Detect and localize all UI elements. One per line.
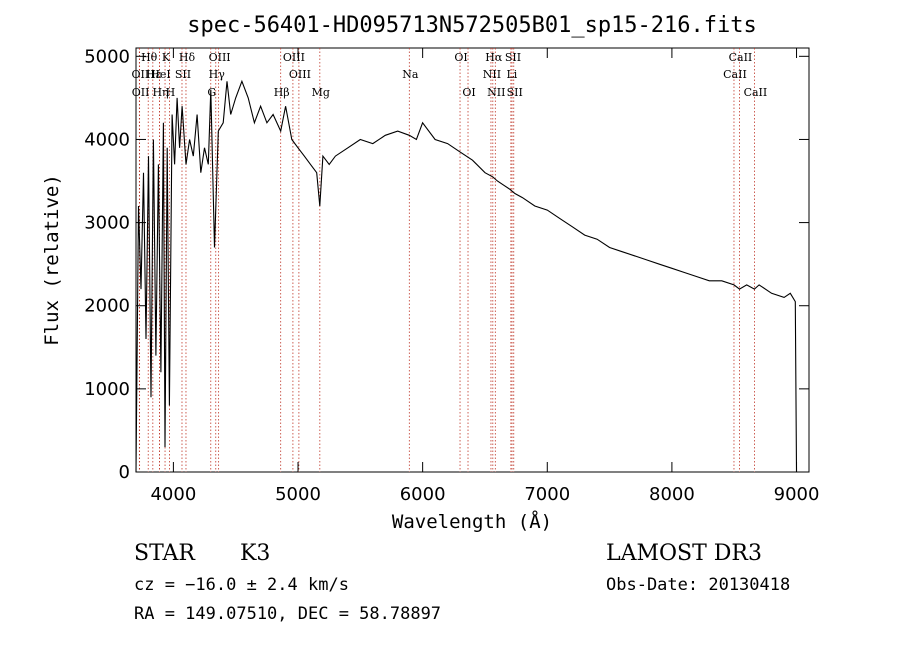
spectral-line-label: Hδ [179,51,196,64]
spectral-line-label: CaII [729,51,753,64]
observation-date: Obs-Date: 20130418 [606,575,790,595]
x-tick-label: 5000 [275,484,321,505]
x-tick-label: 7000 [524,484,570,505]
spectral-line-label: Hγ [209,68,226,81]
spectral-line-label: SII [507,86,523,99]
spectral-line-label: OII [132,86,150,99]
chart-title: spec-56401-HD095713N572505B01_sp15-216.f… [187,13,757,38]
x-tick-label: 9000 [774,484,820,505]
spectral-line-label: NII [487,86,505,99]
spectral-line-label: Na [402,68,419,81]
x-tick-label: 8000 [649,484,695,505]
spectral-line-label: OI [454,51,467,64]
spectral-line-label: CaII [744,86,768,99]
spectral-line-label: Li [506,68,517,81]
y-tick-label: 1000 [84,379,130,400]
spectral-line-label: OIII [283,51,305,64]
x-axis-ticks: 4000 5000 6000 7000 8000 9000 [150,48,819,505]
y-tick-label: 3000 [84,213,130,234]
spectral-line-label: Hθ [141,51,158,64]
spectral-line-label: OI [462,86,475,99]
spectral-line-label: SII [505,51,521,64]
spectral-line-label: OIII [209,51,231,64]
plot-frame [135,47,810,473]
y-tick-label: 5000 [84,46,130,67]
y-tick-label: 0 [119,462,130,483]
object-type: STAR [134,541,196,566]
spectral-line-label: NII [483,68,501,81]
spectral-line-label: OIII [289,68,311,81]
y-axis-ticks: 0 1000 2000 3000 4000 5000 [84,46,809,483]
survey-name: LAMOST DR3 [606,541,762,566]
spectral-line-label: OII [132,68,150,81]
x-tick-label: 6000 [400,484,446,505]
x-tick-label: 4000 [150,484,196,505]
spectral-line-label: Hα [485,51,503,64]
spectral-line-label: Hβ [274,86,290,99]
spectral-line-label: CaII [723,68,747,81]
spectral-line-label: Mg [312,86,330,99]
spectral-line-label: G [207,86,216,99]
spectral-line-label: SII [175,68,191,81]
spectral-line-label: HeI [150,68,170,81]
y-axis-label: Flux (relative) [41,174,63,346]
y-tick-label: 4000 [84,129,130,150]
redshift-readout: cz = −16.0 ± 2.4 km/s [134,575,349,595]
spectral-line-label: Hη [152,86,168,99]
y-tick-label: 2000 [84,296,130,317]
spectral-line-label: H [166,86,176,99]
spectral-subclass: K3 [240,541,270,566]
coordinates-readout: RA = 149.07510, DEC = 58.78897 [134,604,441,624]
spectral-line-label: K [162,51,171,64]
spectral-line-label: Hε [146,68,162,81]
spectral-line-markers [138,48,755,472]
spectrum-series-line [135,79,798,473]
x-axis-label: Wavelength (Å) [392,510,552,533]
